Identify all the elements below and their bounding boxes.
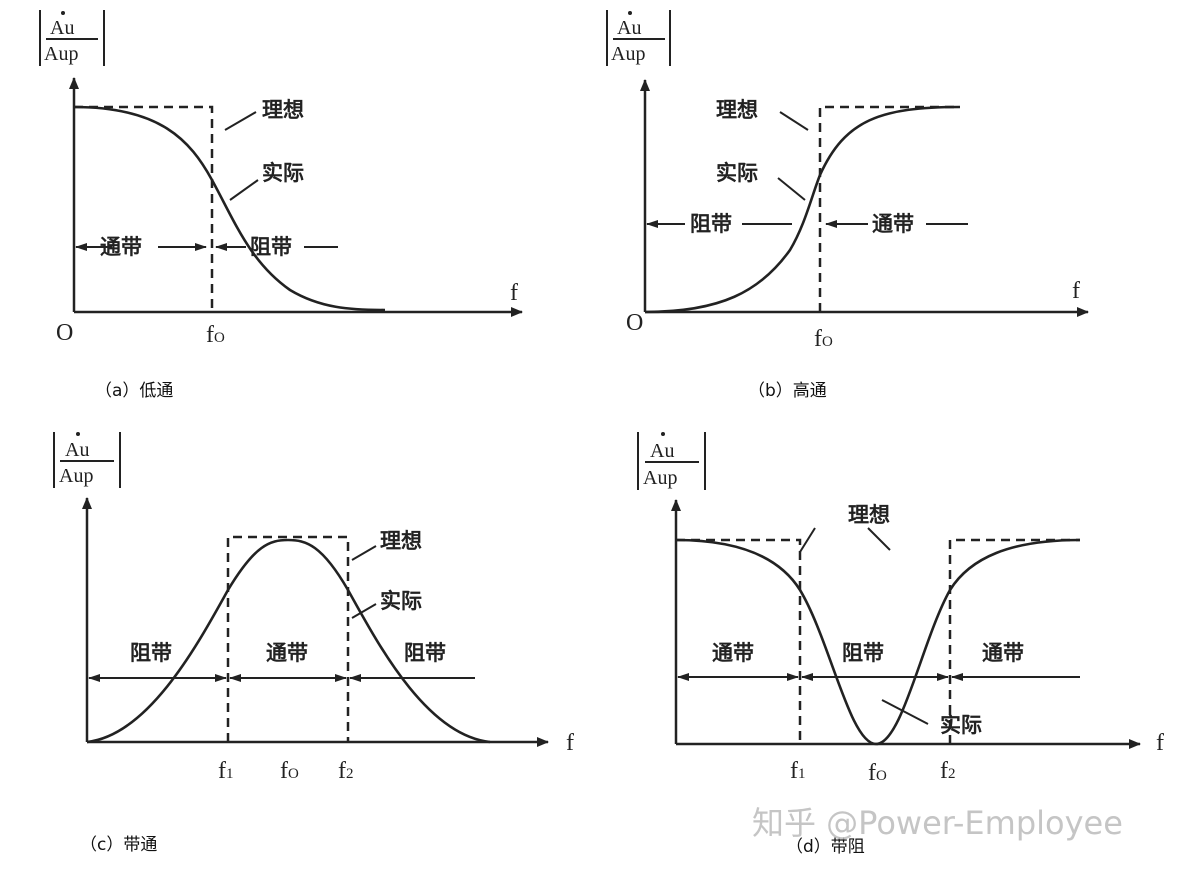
caption-c: （c）带通: [80, 835, 157, 855]
passband-label: 通带: [266, 640, 308, 665]
svg-text:Aup: Aup: [44, 43, 78, 65]
ideal-label: 理想: [380, 528, 422, 553]
stopband-label-left: 阻带: [130, 640, 172, 665]
x-axis-label: f: [510, 280, 518, 306]
actual-response: [73, 105, 386, 312]
actual-label: 实际: [716, 160, 758, 185]
stopband-label: 阻带: [842, 640, 884, 665]
panel-band-stop: Au Aup 理想 实际 通带 阻带 通带 f f1 fO f2 （d）带阻: [637, 432, 1164, 857]
f1-tick: f1: [790, 758, 806, 784]
x-axis-label: f: [1072, 278, 1080, 304]
svg-text:Au: Au: [50, 17, 74, 39]
actual-label: 实际: [262, 160, 304, 185]
passband-label: 通带: [100, 234, 142, 259]
actual-response: [86, 538, 491, 744]
actual-label: 实际: [380, 588, 422, 613]
ideal-response: [74, 105, 214, 312]
panel-low-pass: Au Aup 理想 实际 通带 阻带 f O fO （a）低通: [39, 10, 523, 401]
y-axis-label: Au Aup: [39, 10, 105, 66]
origin-label: O: [56, 320, 73, 346]
svg-text:Aup: Aup: [611, 43, 645, 65]
f0-tick: fO: [814, 326, 833, 352]
watermark: 知乎 @Power-Employee: [752, 804, 1123, 842]
stopband-label-right: 阻带: [404, 640, 446, 665]
f0-tick: fO: [206, 322, 225, 348]
ideal-response: [818, 105, 958, 312]
caption-a: （a）低通: [95, 381, 173, 401]
f1-tick: f1: [218, 758, 234, 784]
ideal-response: [676, 538, 1080, 744]
svg-text:Au: Au: [617, 17, 641, 39]
f0-tick: fO: [868, 760, 887, 786]
origin-label: O: [626, 310, 643, 336]
passband-label-right: 通带: [982, 640, 1024, 665]
actual-label: 实际: [940, 712, 982, 737]
y-axis-label: Au Aup: [637, 432, 706, 490]
svg-text:Aup: Aup: [643, 467, 677, 489]
y-axis-label: Au Aup: [53, 432, 121, 488]
ideal-label: 理想: [848, 502, 890, 527]
svg-text:Aup: Aup: [59, 465, 93, 487]
x-axis-label: f: [566, 730, 574, 756]
y-axis-label: Au Aup: [606, 10, 671, 66]
ideal-response: [226, 535, 350, 742]
svg-text:Au: Au: [65, 439, 89, 461]
actual-response: [644, 105, 961, 314]
actual-response: [675, 538, 1081, 746]
stopband-label: 阻带: [250, 234, 292, 259]
svg-text:Au: Au: [650, 440, 674, 462]
passband-label-left: 通带: [712, 640, 754, 665]
panel-high-pass: Au Aup 理想 实际 阻带 通带 f O fO （b）高通: [606, 10, 1089, 401]
ideal-label: 理想: [716, 97, 758, 122]
x-axis-label: f: [1156, 730, 1164, 756]
f0-tick: fO: [280, 758, 299, 784]
panel-band-pass: Au Aup 理想 实际 阻带 通带 阻带 f f1 fO f2 （c）带通: [53, 432, 574, 855]
caption-b: （b）高通: [748, 381, 827, 401]
passband-label: 通带: [872, 211, 914, 236]
f2-tick: f2: [940, 758, 956, 784]
stopband-label: 阻带: [690, 211, 732, 236]
ideal-label: 理想: [262, 97, 304, 122]
f2-tick: f2: [338, 758, 354, 784]
caption-d: （d）带阻: [786, 837, 865, 857]
